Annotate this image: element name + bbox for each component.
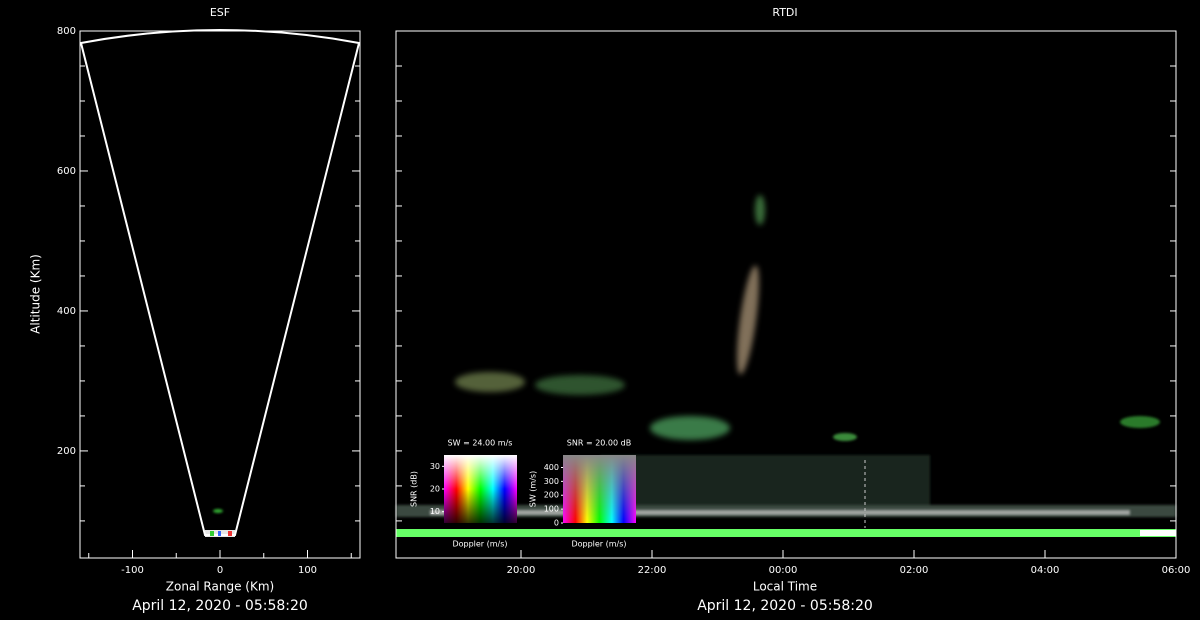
legend-tick-label: 300 <box>544 477 559 486</box>
colorbar-sw <box>444 455 517 523</box>
legend-title: SW = 24.00 m/s <box>448 439 513 448</box>
x-tick-label: 0 <box>217 565 223 576</box>
legend-tick-label: 400 <box>544 463 559 472</box>
esf-title: ESF <box>210 6 230 19</box>
rtdi-frame <box>395 30 1177 559</box>
rtdi-title: RTDI <box>772 6 797 19</box>
footer: April 12, 2020 - 05:58:20 <box>697 598 873 614</box>
x-tick-label: 00:00 <box>769 565 798 576</box>
legend-x-label: Doppler (m/s) <box>571 540 626 549</box>
legend-tick-label: 30 <box>430 462 440 471</box>
legend-tick-label: 100 <box>544 505 559 514</box>
y-tick-label: 400 <box>57 306 76 317</box>
y-tick-label: 200 <box>57 446 76 457</box>
x-tick-label: 06:00 <box>1162 565 1191 576</box>
legend-y-label: SW (m/s) <box>529 471 538 507</box>
colorbar-snr <box>563 455 636 523</box>
x-tick-label: 02:00 <box>900 565 929 576</box>
esf-fan <box>79 29 361 537</box>
legend-tick-label: 200 <box>544 491 559 500</box>
x-tick-label: 20:00 <box>507 565 536 576</box>
esf-frame <box>79 30 361 559</box>
y-tick-label: 600 <box>57 166 76 177</box>
legend-tick-label: 0 <box>554 519 559 528</box>
rtdi-echoes <box>396 195 1176 537</box>
x-tick-label: 04:00 <box>1031 565 1060 576</box>
legend-title: SNR = 20.00 dB <box>567 439 631 448</box>
x-tick-label: 22:00 <box>638 565 667 576</box>
x-axis-label: Zonal Range (Km) <box>166 580 274 594</box>
y-axis-label: Altitude (Km) <box>29 254 43 334</box>
x-tick-label: -100 <box>121 565 144 576</box>
legend-x-label: Doppler (m/s) <box>452 540 507 549</box>
y-tick-label: 800 <box>57 26 76 37</box>
legend-y-label: SNR (dB) <box>410 471 419 507</box>
legend-tick-label: 20 <box>430 485 440 494</box>
x-axis-label: Local Time <box>753 580 817 594</box>
legend-tick-label: 10 <box>430 507 440 516</box>
x-tick-label: 100 <box>298 565 317 576</box>
footer: April 12, 2020 - 05:58:20 <box>132 598 308 614</box>
